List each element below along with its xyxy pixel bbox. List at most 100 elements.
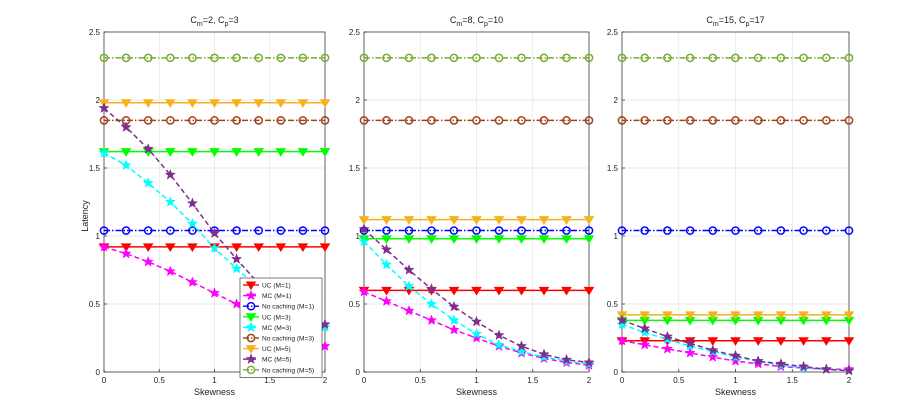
data-point (427, 226, 436, 235)
data-point (775, 311, 787, 321)
y-tick-label: 0 (356, 368, 361, 377)
data-point (448, 286, 460, 296)
data-point (752, 311, 764, 321)
data-point (639, 338, 651, 350)
data-point (494, 116, 504, 125)
data-point (230, 262, 243, 274)
data-point (165, 116, 175, 125)
data-point (143, 116, 153, 125)
data-point (231, 99, 242, 108)
y-tick-label: 1.5 (89, 164, 101, 173)
data-point (729, 349, 742, 361)
data-point (209, 148, 220, 157)
data-point (616, 318, 628, 330)
data-point (493, 216, 505, 225)
y-tick-label: 0.5 (349, 300, 361, 309)
y-tick-label: 1 (614, 232, 619, 241)
x-tick-label: 0 (620, 376, 625, 385)
series-uc-m-3- (358, 235, 595, 244)
series-uc-m-5- (358, 216, 595, 225)
data-point (731, 53, 740, 63)
data-point (276, 53, 286, 63)
series-uc-m-3- (98, 148, 331, 157)
data-point (121, 226, 131, 235)
data-point (253, 99, 264, 108)
data-point (517, 116, 526, 125)
data-point (493, 235, 505, 244)
data-point (661, 342, 674, 354)
data-point (517, 53, 526, 63)
data-point (844, 116, 854, 125)
data-point (297, 99, 309, 108)
chart-panels: 0 0.5 1 1.5 2 0 0.5 1 1.5 2 2.5 Skewness Cm=2, Cp=3 0… (89, 15, 855, 397)
data-point (843, 364, 855, 376)
data-point (799, 53, 808, 63)
data-point (639, 326, 651, 338)
data-point (426, 216, 437, 225)
x-tick-label: 0.5 (154, 376, 166, 385)
data-point (380, 295, 393, 307)
data-point (382, 116, 391, 125)
data-point (448, 216, 460, 225)
data-point (685, 116, 695, 125)
data-point (470, 332, 483, 343)
series-no-caching-m-3- (617, 116, 854, 125)
data-point (775, 337, 787, 346)
series-no-caching-m-3- (359, 116, 594, 125)
data-point (210, 116, 219, 125)
data-point (538, 348, 550, 360)
data-point (821, 226, 831, 235)
data-point (188, 53, 197, 63)
legend-entry: No caching (M=3) (243, 333, 314, 343)
data-point (232, 226, 241, 235)
data-point (359, 116, 369, 125)
data-point (707, 311, 719, 321)
data-point (425, 298, 438, 309)
data-point (539, 116, 549, 125)
legend-label: No caching (M=5) (262, 367, 314, 374)
data-point (562, 53, 571, 63)
data-point (775, 357, 787, 369)
legend-label: No caching (M=1) (262, 304, 314, 311)
data-point (449, 53, 459, 63)
x-tick-label: 0 (362, 376, 367, 385)
data-point (427, 53, 436, 63)
data-point (404, 116, 414, 125)
legend-marker (245, 345, 257, 354)
data-point (297, 148, 309, 157)
data-point (449, 116, 459, 125)
legend-entry: No caching (M=1) (243, 301, 314, 311)
data-point (358, 285, 370, 297)
data-point (120, 99, 132, 108)
data-point (358, 216, 370, 225)
y-tick-label: 2 (614, 96, 619, 105)
data-point (231, 243, 242, 253)
data-point (776, 53, 786, 63)
series-no-caching-m-3- (99, 116, 330, 125)
data-point (254, 116, 264, 125)
data-point (403, 235, 415, 244)
y-tick-label: 2.5 (607, 28, 619, 37)
y-tick-label: 2.5 (349, 28, 361, 37)
data-point (684, 347, 696, 358)
series-mc-m-3- (358, 235, 595, 369)
data-point (731, 226, 740, 235)
y-tick-label: 1 (96, 232, 101, 241)
data-point (320, 116, 330, 125)
data-point (562, 116, 571, 125)
data-point (231, 148, 242, 157)
data-point (232, 53, 241, 63)
data-point (382, 53, 391, 63)
data-point (617, 53, 627, 63)
data-point (188, 116, 197, 125)
data-point (708, 226, 718, 235)
data-point (298, 116, 308, 125)
data-point (404, 53, 414, 63)
data-point (472, 53, 481, 63)
data-point (381, 286, 392, 296)
data-point (617, 116, 627, 125)
series-no-caching-m-1- (99, 226, 330, 235)
data-point (583, 235, 595, 244)
series-no-caching-m-5- (359, 53, 594, 63)
legend-marker (245, 313, 257, 322)
